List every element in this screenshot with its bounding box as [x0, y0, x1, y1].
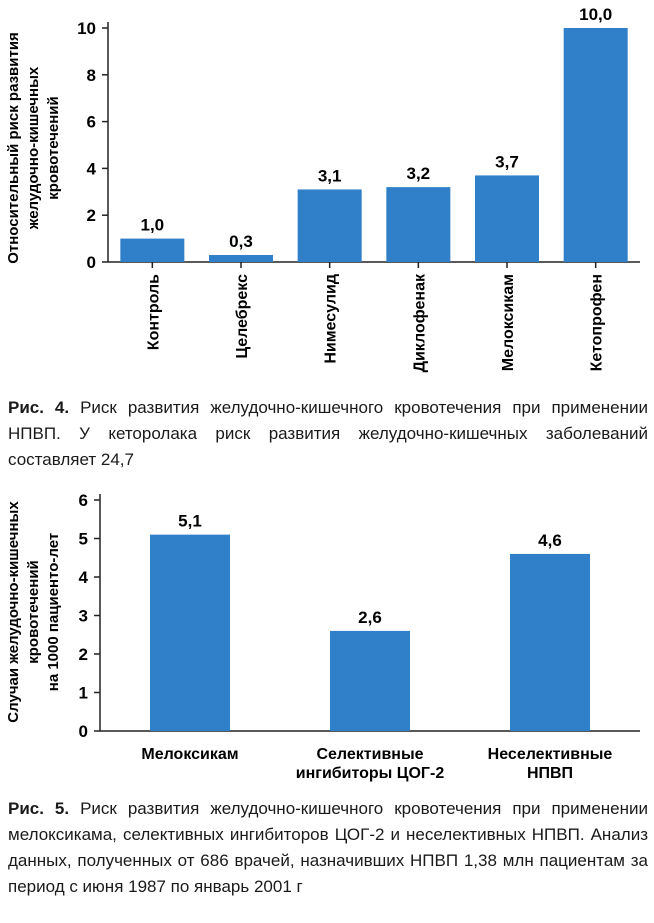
- y-tick-label: 4: [87, 159, 97, 178]
- y-tick-label: 8: [87, 66, 96, 85]
- y-tick-label: 5: [79, 530, 88, 549]
- y-axis-title-line: Случаи желудочно-кишечных: [5, 501, 22, 723]
- bar-value-label: 3,1: [318, 166, 342, 185]
- chart-relative-risk: Относительный риск развития желудочно-киш…: [5, 5, 640, 372]
- figure-4-caption: Рис. 4. Риск развития желудочно-кишечног…: [8, 395, 648, 473]
- bar-value-label: 3,7: [495, 152, 519, 171]
- bar: [297, 189, 362, 262]
- y-tick-label: 0: [79, 722, 88, 741]
- y-tick-label: 0: [87, 253, 96, 272]
- x-category-label: Контроль: [145, 274, 162, 350]
- x-category-label: Мелоксикам: [500, 274, 517, 371]
- bar: [120, 238, 185, 262]
- bar: [563, 28, 628, 262]
- y-tick-label: 4: [79, 568, 89, 587]
- y-axis-title-line: Относительный риск развития: [5, 32, 22, 264]
- figure-4-label: Рис. 4.: [8, 398, 70, 417]
- y-axis-title-line: желудочно-кишечных: [25, 66, 42, 230]
- y-tick-label: 6: [79, 491, 88, 510]
- bar: [150, 534, 230, 731]
- y-axis-title-line: кровотечений: [25, 560, 42, 664]
- chart-bleeding-cases: Случаи желудочно-кишечных кровотечений на …: [5, 491, 640, 782]
- bar-value-label: 4,6: [538, 531, 562, 550]
- bar: [475, 175, 539, 262]
- bar-value-label: 5,1: [178, 512, 202, 531]
- x-category-label: Кетопрофен: [589, 274, 606, 371]
- x-category-label: Нимесулид: [323, 274, 340, 364]
- bar-value-label: 2,6: [358, 608, 382, 627]
- x-category-label: Диклофенак: [411, 273, 428, 372]
- figure-5-caption: Рис. 5. Риск развития желудочно-кишечног…: [8, 796, 648, 900]
- figure-4-text: Риск развития желудочно-кишечного кровот…: [8, 398, 648, 469]
- figure-5-label: Рис. 5.: [8, 799, 70, 818]
- x-category-label: Мелоксикам: [141, 746, 238, 763]
- x-category-label: Неселективные: [488, 746, 613, 763]
- y-tick-label: 6: [87, 113, 96, 132]
- x-category-label: Селективные: [316, 746, 423, 763]
- y-axis-title-line: кровотечений: [45, 96, 62, 200]
- bar: [386, 187, 451, 262]
- y-tick-label: 10: [77, 19, 96, 38]
- y-axis-title-line: на 1000 пациенто-лет: [45, 533, 62, 691]
- bar-value-label: 10,0: [579, 5, 612, 24]
- bar: [510, 553, 590, 731]
- y-tick-label: 3: [79, 607, 88, 626]
- x-category-label: Целебрекс: [234, 274, 251, 359]
- x-category-label: ингибиторы ЦОГ-2: [296, 765, 445, 782]
- bar-value-label: 0,3: [229, 232, 253, 251]
- y-tick-label: 2: [79, 645, 88, 664]
- bar: [330, 630, 410, 731]
- y-tick-label: 2: [87, 206, 96, 225]
- bar: [209, 254, 273, 262]
- bar-value-label: 3,2: [407, 164, 431, 183]
- figure-5-text: Риск развития желудочно-кишечного кровот…: [8, 799, 648, 896]
- bar-value-label: 1,0: [141, 216, 165, 235]
- y-tick-label: 1: [79, 684, 88, 703]
- x-category-label: НПВП: [527, 765, 573, 782]
